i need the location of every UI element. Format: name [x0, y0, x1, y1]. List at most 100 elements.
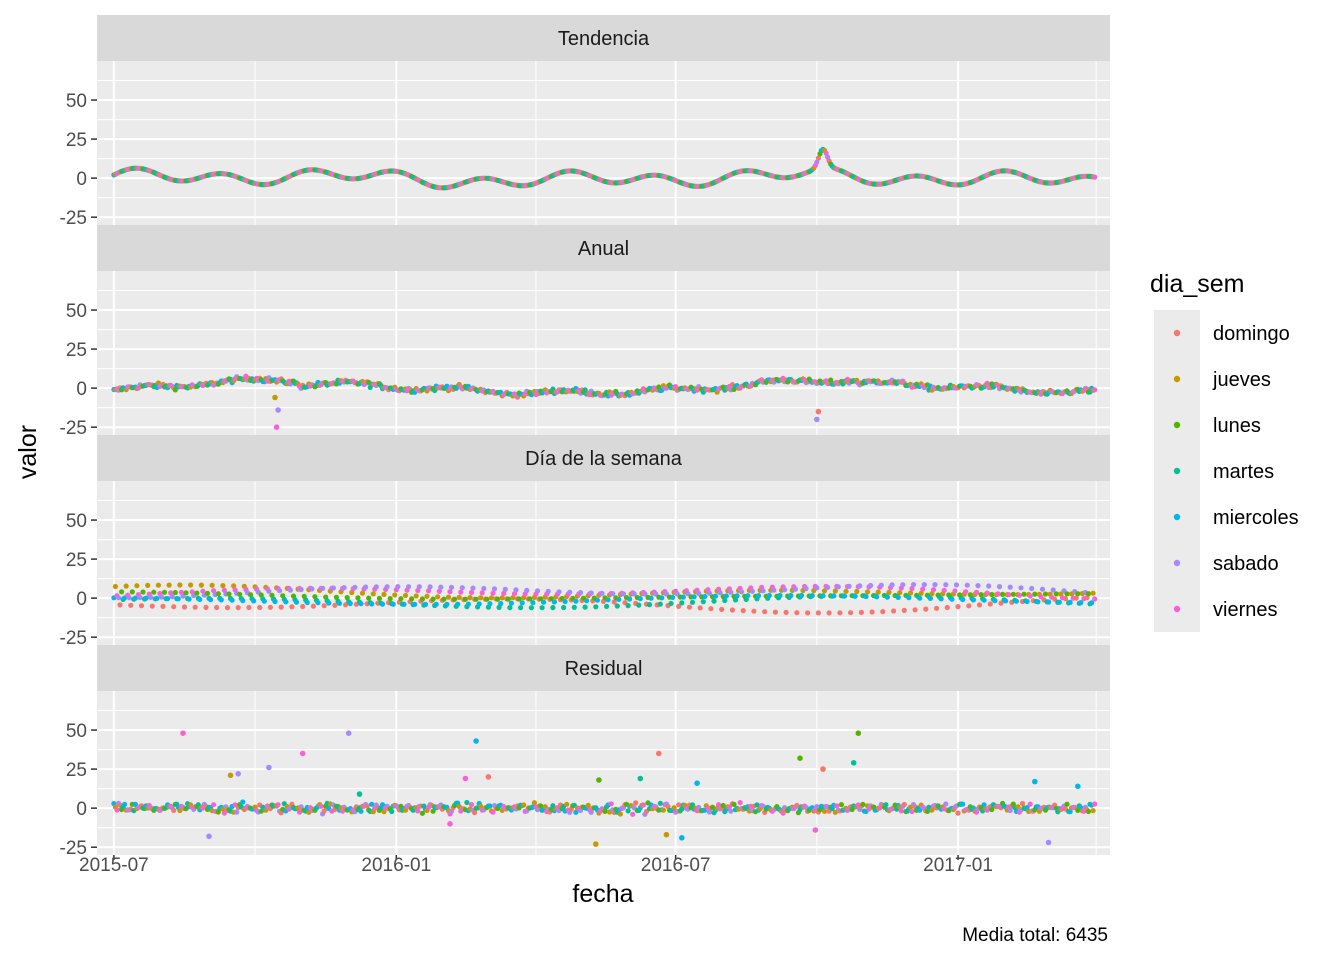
- point-lunes: [355, 595, 361, 601]
- point-jueves: [370, 591, 376, 597]
- point-lunes: [172, 589, 178, 596]
- point-domingo: [246, 604, 252, 611]
- point-jueves: [467, 595, 473, 601]
- point-miercoles: [1024, 598, 1030, 605]
- point-jueves: [123, 583, 129, 589]
- point-viernes: [1016, 592, 1023, 598]
- point-miercoles: [648, 595, 654, 601]
- point-domingo: [181, 604, 188, 610]
- point-viernes: [608, 801, 614, 807]
- point-outlier-lunes: [797, 755, 803, 761]
- point-domingo: [117, 602, 123, 608]
- point-miercoles: [734, 593, 740, 599]
- point-sabado: [234, 809, 240, 815]
- point-martes: [689, 802, 696, 808]
- point-lunes: [387, 596, 393, 602]
- point-sabado: [986, 583, 992, 589]
- point-domingo: [955, 604, 961, 610]
- point-lunes: [1042, 591, 1049, 597]
- point-outlier-sabado: [275, 407, 281, 413]
- point-jueves: [435, 594, 441, 600]
- point-miercoles: [895, 594, 901, 601]
- point-miercoles: [326, 600, 332, 606]
- point-lunes: [505, 596, 511, 602]
- point-martes: [550, 605, 556, 611]
- point-viernes: [189, 589, 195, 595]
- point-outlier-sabado: [1045, 839, 1052, 846]
- point-outlier-jueves: [663, 831, 670, 838]
- point-martes: [679, 600, 685, 606]
- point-domingo: [815, 155, 822, 161]
- point-lunes: [376, 595, 382, 602]
- point-viernes: [737, 800, 743, 806]
- point-miercoles: [960, 801, 966, 807]
- point-viernes: [909, 585, 915, 592]
- point-martes: [539, 605, 545, 611]
- point-domingo: [697, 605, 703, 611]
- point-outlier-sabado: [235, 771, 241, 777]
- point-sabado: [943, 582, 949, 588]
- point-miercoles: [1056, 599, 1062, 605]
- point-viernes: [1027, 801, 1033, 807]
- strip-background: [97, 15, 1110, 61]
- point-sabado: [416, 584, 422, 590]
- point-viernes: [211, 588, 217, 594]
- point-jueves: [209, 582, 215, 588]
- point-sabado: [868, 582, 874, 589]
- y-tick-label: 25: [66, 760, 87, 781]
- point-sabado: [330, 585, 336, 591]
- strip-label: Anual: [578, 238, 629, 260]
- point-martes: [732, 597, 739, 603]
- point-sabado: [481, 585, 487, 592]
- point-lunes: [366, 595, 372, 601]
- point-sabado: [567, 589, 573, 595]
- point-sabado: [137, 594, 143, 601]
- point-sabado: [158, 594, 165, 600]
- point-sabado: [588, 809, 594, 815]
- point-sabado: [534, 588, 541, 594]
- point-miercoles: [476, 601, 482, 607]
- point-sabado: [1039, 586, 1046, 592]
- point-jueves: [381, 591, 387, 598]
- point-lunes: [1075, 591, 1081, 597]
- point-miercoles: [487, 601, 493, 607]
- point-jueves: [499, 595, 505, 601]
- point-miercoles: [670, 594, 676, 601]
- y-tick-label: 50: [66, 301, 87, 322]
- point-sabado: [878, 582, 884, 588]
- point-jueves: [875, 589, 881, 595]
- point-domingo: [128, 602, 134, 608]
- point-jueves: [1090, 590, 1096, 596]
- y-tick-label: 0: [76, 799, 87, 820]
- point-miercoles: [487, 803, 493, 809]
- point-lunes: [1032, 591, 1038, 597]
- strip-label: Día de la semana: [525, 448, 683, 470]
- point-domingo: [869, 609, 875, 615]
- point-martes: [625, 808, 631, 814]
- point-miercoles: [218, 597, 224, 603]
- point-sabado: [857, 583, 863, 589]
- point-miercoles: [755, 593, 762, 599]
- point-viernes: [458, 589, 464, 595]
- legend-key-lunes: [1173, 421, 1181, 429]
- point-martes: [711, 598, 717, 604]
- point-sabado: [320, 585, 326, 592]
- point-jueves: [531, 800, 538, 806]
- point-miercoles: [433, 601, 439, 607]
- point-viernes: [178, 589, 184, 595]
- point-outlier-viernes: [299, 750, 306, 757]
- point-outlier-viernes: [273, 424, 280, 431]
- point-jueves: [198, 582, 204, 588]
- point-jueves: [134, 583, 140, 589]
- point-viernes: [952, 588, 958, 594]
- points-residual: [111, 730, 1098, 847]
- point-sabado: [502, 586, 508, 593]
- point-miercoles: [240, 598, 246, 604]
- point-martes: [625, 603, 631, 609]
- legend-label-miercoles: miercoles: [1213, 507, 1299, 529]
- point-jueves: [488, 595, 495, 601]
- point-martes: [646, 602, 653, 608]
- point-domingo: [472, 810, 478, 816]
- point-domingo: [880, 609, 886, 615]
- point-lunes: [419, 596, 425, 602]
